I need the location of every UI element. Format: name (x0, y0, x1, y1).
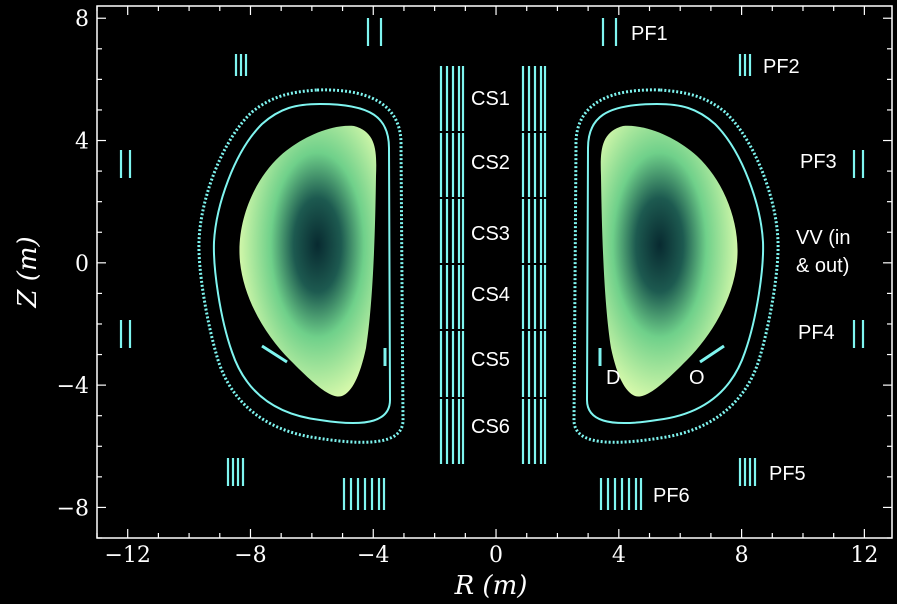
pf-labels: PF1 PF2 PF3 PF4 PF5 PF6 (631, 23, 837, 507)
y-tick-label: −8 (57, 496, 89, 521)
pf-label: PF1 (631, 23, 668, 45)
divertor-label-d: D (606, 367, 620, 389)
cs-label: CS4 (471, 284, 510, 306)
x-tick-label: −4 (357, 543, 389, 568)
cs-label: CS2 (471, 152, 510, 174)
vv-label-line1: VV (in (796, 227, 850, 249)
tick-labels: −12 −8 −4 0 4 8 12 −8 −4 0 4 8 (57, 7, 879, 568)
right-half (572, 88, 780, 444)
pf-label: PF2 (763, 56, 800, 78)
pf-label: PF6 (653, 485, 690, 507)
plasma-right (600, 125, 738, 397)
vessel-inner-right (585, 102, 765, 424)
x-tick-label: 4 (612, 543, 626, 568)
cs-label: CS6 (471, 416, 510, 438)
vessel-outer-left (197, 88, 405, 444)
x-tick-label: 8 (735, 543, 749, 568)
x-tick-label: 0 (489, 543, 503, 568)
cs-label: CS3 (471, 223, 510, 245)
plot-frame (96, 5, 893, 539)
cs-label: CS1 (471, 88, 510, 110)
cs-labels: CS1 CS2 CS3 CS4 CS5 CS6 (471, 88, 510, 438)
plasma-left (239, 125, 377, 397)
vessel-outer-right (572, 88, 780, 444)
x-axis-label: R (m) (454, 571, 528, 601)
x-tick-label: 12 (850, 543, 878, 568)
cs-label: CS5 (471, 349, 510, 371)
y-tick-label: 8 (75, 7, 89, 32)
pf-coils (119, 18, 865, 510)
axis-ticks (96, 6, 892, 539)
pf-label: PF3 (800, 151, 837, 173)
pf-label: PF5 (769, 463, 806, 485)
x-tick-label: −8 (234, 543, 266, 568)
vessel-inner-left (212, 102, 392, 424)
y-tick-label: −4 (57, 374, 89, 399)
divertor-plate-right-outer (699, 344, 725, 364)
x-tick-label: −12 (104, 543, 150, 568)
pf-label: PF4 (798, 322, 835, 344)
divertor-plate-left (261, 344, 288, 364)
y-axis-label: Z (m) (13, 236, 43, 308)
y-tick-label: 4 (75, 130, 89, 155)
divertor-label-o: O (689, 367, 705, 389)
cs-separators (436, 131, 552, 399)
vv-label-line2: & out) (796, 255, 849, 277)
left-half (197, 88, 405, 444)
y-tick-label: 0 (75, 252, 89, 277)
